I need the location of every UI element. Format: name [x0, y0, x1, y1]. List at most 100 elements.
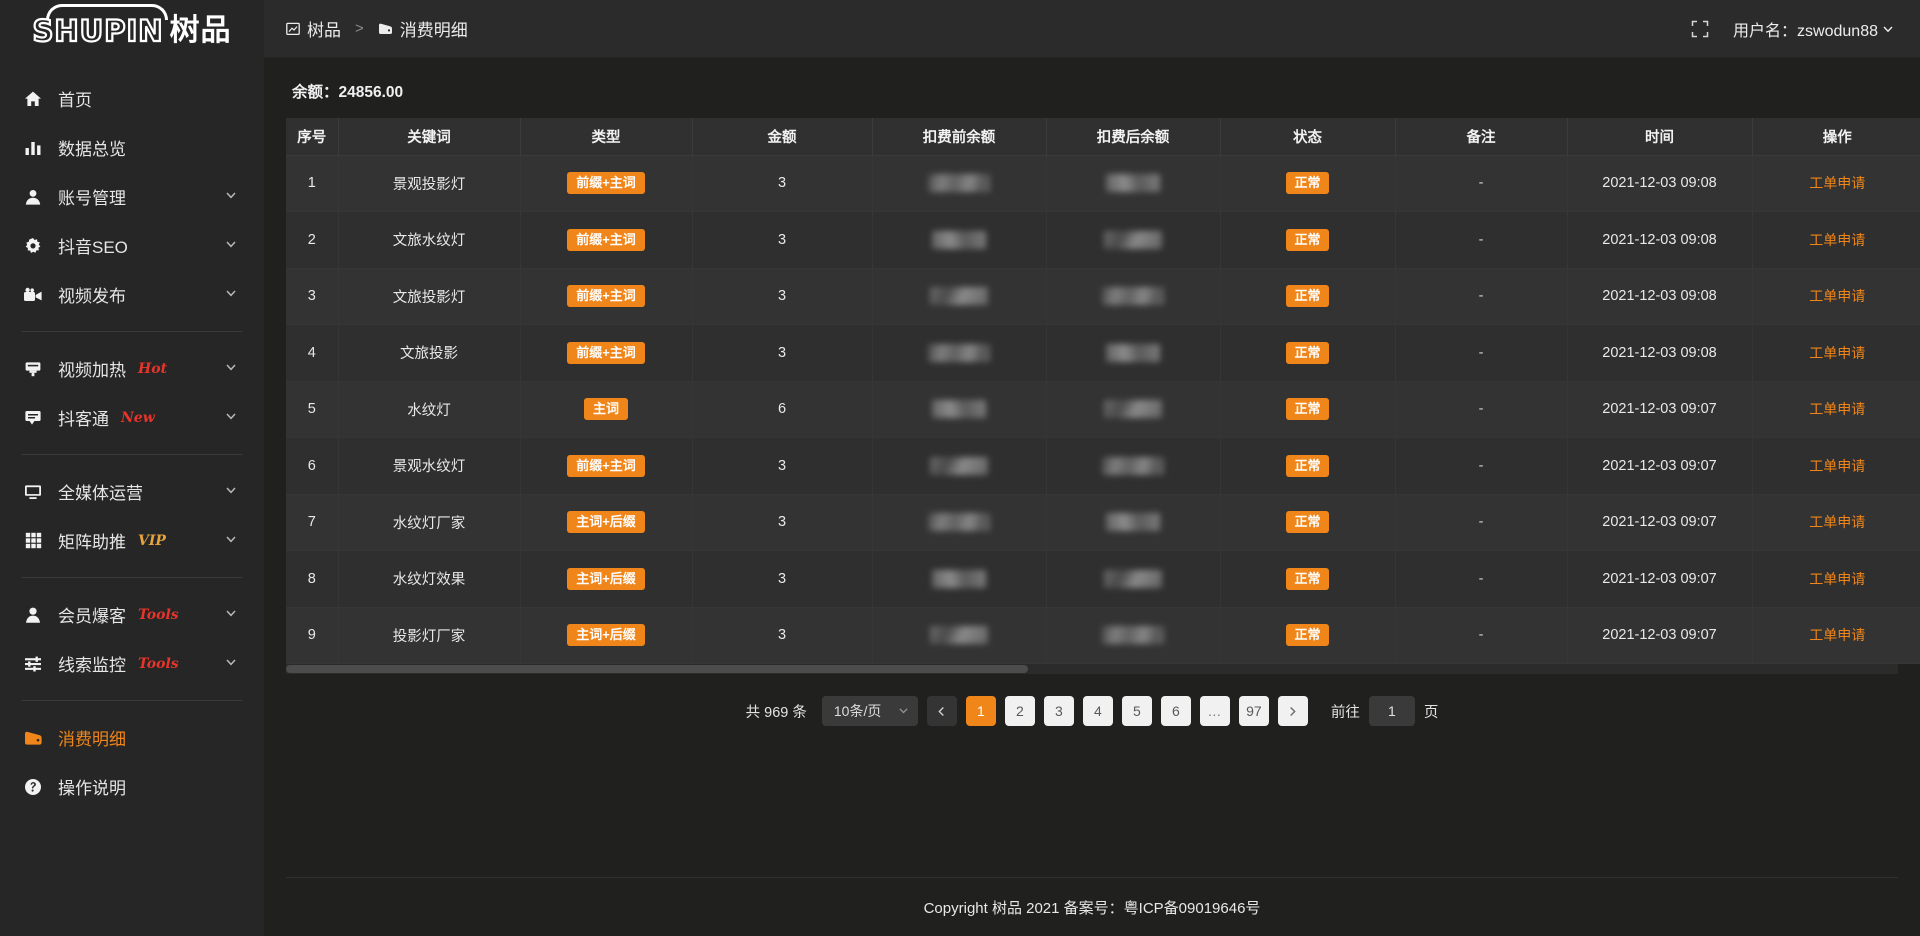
sidebar-item-label: 会员爆客	[58, 607, 126, 626]
cell-time: 2021-12-03 09:07	[1567, 607, 1753, 664]
megaphone-icon	[22, 359, 44, 379]
pagination-page-button[interactable]: 6	[1160, 696, 1191, 726]
sidebar-item-2[interactable]: 账号管理	[0, 172, 264, 221]
sidebar-item-12[interactable]: 操作说明	[0, 762, 264, 811]
chevron-down-icon	[224, 531, 238, 551]
fullscreen-icon[interactable]	[1691, 20, 1709, 38]
remark-value: -	[1478, 457, 1484, 474]
cell-status: 正常	[1220, 381, 1396, 438]
cell-index: 3	[286, 268, 339, 325]
sidebar-item-3[interactable]: 抖音SEO	[0, 221, 264, 270]
work-order-link[interactable]: 工单申请	[1809, 344, 1866, 361]
pagination-goto-input[interactable]	[1368, 696, 1415, 726]
redacted-value	[930, 626, 988, 645]
cell-amount: 3	[692, 437, 873, 495]
pagination-page-button[interactable]: 3	[1043, 696, 1074, 726]
sidebar-item-5[interactable]: 视频加热 Hot	[0, 344, 264, 393]
pagination-page-button[interactable]: 2	[1004, 696, 1035, 726]
pagination-next-button[interactable]	[1277, 696, 1308, 726]
cell-time: 2021-12-03 09:07	[1567, 381, 1753, 438]
cell-status: 正常	[1220, 155, 1396, 212]
redacted-value	[932, 569, 986, 588]
cell-time: 2021-12-03 09:07	[1567, 550, 1753, 608]
redacted-value	[1102, 626, 1164, 645]
cell-type: 前缀+主词	[520, 437, 693, 495]
topbar-right: 用户名：zswodun88	[1691, 17, 1894, 41]
work-order-link[interactable]: 工单申请	[1809, 570, 1866, 587]
sidebar-item-8[interactable]: 矩阵助推 VIP	[0, 516, 264, 565]
cell-status: 正常	[1220, 494, 1396, 551]
breadcrumb-item-root[interactable]: 树品	[286, 16, 341, 41]
chart-bar-icon	[22, 138, 44, 158]
work-order-link[interactable]: 工单申请	[1809, 401, 1866, 418]
work-order-link[interactable]: 工单申请	[1809, 288, 1866, 305]
sidebar-item-9[interactable]: 会员爆客 Tools	[0, 590, 264, 639]
work-order-link[interactable]: 工单申请	[1809, 457, 1866, 474]
chevron-down-icon	[224, 605, 238, 625]
cell-time: 2021-12-03 09:08	[1567, 268, 1753, 325]
sidebar-item-badge: Tools	[138, 655, 179, 672]
table-column-header: 扣费前余额	[872, 118, 1047, 156]
sidebar-item-badge: Hot	[138, 360, 168, 377]
table-column-header: 类型	[520, 118, 693, 156]
sidebar-item-1[interactable]: 数据总览	[0, 123, 264, 172]
gear-icon	[22, 236, 44, 256]
table-horizontal-scrollbar[interactable]	[286, 664, 1898, 674]
content: 余额：24856.00 序号 关键词 类型 金额 扣费前余额 扣费后余额 状态 备注 时间 操作 …	[264, 58, 1920, 877]
pagination-page-button[interactable]: 4	[1082, 696, 1113, 726]
status-badge: 正常	[1286, 341, 1329, 364]
pagination-page-button[interactable]: 1	[965, 696, 996, 726]
sidebar-item-11[interactable]: 消费明细	[0, 713, 264, 762]
work-order-link[interactable]: 工单申请	[1809, 514, 1866, 531]
pagination-prev-button[interactable]	[926, 696, 957, 726]
page-size-value: 10条/页	[833, 703, 882, 719]
cell-balance-before	[872, 607, 1047, 664]
sidebar-item-label: 矩阵助推	[58, 533, 126, 552]
table-column-header: 序号	[286, 118, 339, 156]
redacted-value	[1104, 569, 1162, 588]
user-menu[interactable]: 用户名：zswodun88	[1733, 17, 1894, 41]
sidebar-item-10[interactable]: 线索监控 Tools	[0, 639, 264, 688]
sidebar-item-label: 视频发布	[58, 287, 126, 306]
cell-type: 前缀+主词	[520, 324, 693, 382]
sidebar-item-label: 账号管理	[58, 189, 126, 208]
cell-time: 2021-12-03 09:07	[1567, 437, 1753, 495]
chat-icon	[22, 408, 44, 428]
sidebar-item-6[interactable]: 抖客通 New	[0, 393, 264, 442]
work-order-link[interactable]: 工单申请	[1809, 627, 1866, 644]
cell-amount: 3	[692, 211, 873, 269]
sidebar-item-0[interactable]: 首页	[0, 74, 264, 123]
sidebar: SHUPIN 树品 首页 数据总览账号管理抖音SEO 视频发布视频加热 Hot 抖客通 N…	[0, 0, 264, 936]
redacted-value	[928, 343, 990, 362]
type-badge: 前缀+主词	[567, 285, 645, 308]
sidebar-item-4[interactable]: 视频发布	[0, 270, 264, 319]
status-badge: 正常	[1286, 285, 1329, 308]
pagination-goto-label: 前往	[1330, 704, 1360, 721]
breadcrumb-item-current[interactable]: 消费明细	[378, 16, 468, 41]
cell-action: 工单申请	[1752, 381, 1920, 438]
table-row: 5 水纹灯 主词 6 正常 - 2021-12-03 09:07 工单申请	[286, 381, 1920, 438]
sidebar-item-7[interactable]: 全媒体运营	[0, 467, 264, 516]
table-column-header: 状态	[1220, 118, 1396, 156]
cell-status: 正常	[1220, 324, 1396, 382]
remark-value: -	[1478, 627, 1484, 644]
redacted-value	[1106, 343, 1160, 362]
brand-logo[interactable]: SHUPIN 树品	[0, 0, 264, 58]
work-order-link[interactable]: 工单申请	[1809, 175, 1866, 192]
cell-type: 前缀+主词	[520, 155, 693, 212]
pagination-page-button[interactable]: 97	[1238, 696, 1269, 726]
work-order-link[interactable]: 工单申请	[1809, 231, 1866, 248]
page-size-select[interactable]: 10条/页	[821, 696, 918, 726]
cell-index: 6	[286, 437, 339, 495]
cell-amount: 3	[692, 607, 873, 664]
cell-remark: -	[1395, 381, 1568, 438]
cell-action: 工单申请	[1752, 607, 1920, 664]
scrollbar-thumb[interactable]	[286, 665, 1028, 673]
member-icon	[22, 605, 44, 625]
redacted-value	[932, 400, 986, 419]
breadcrumb-separator: >	[355, 20, 364, 37]
pagination-page-button[interactable]: 5	[1121, 696, 1152, 726]
remark-value: -	[1478, 514, 1484, 531]
table-body: 1 景观投影灯 前缀+主词 3 正常 -2021-12-03 09:08 工单申请 2 文旅水纹…	[286, 155, 1920, 664]
